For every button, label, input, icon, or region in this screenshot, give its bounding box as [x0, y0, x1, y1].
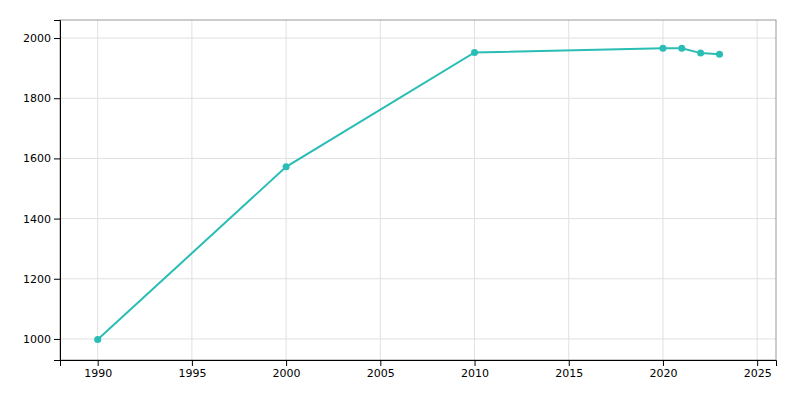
grid-line	[568, 20, 569, 360]
axis-line	[54, 21, 61, 361]
point	[659, 45, 666, 52]
axis-line	[61, 361, 777, 367]
tick-mark	[54, 98, 60, 99]
tick-label: 2015	[555, 367, 583, 380]
marks	[94, 45, 723, 343]
point	[716, 51, 723, 58]
tick: 2010	[461, 360, 489, 380]
point	[471, 49, 478, 56]
tick-label: 1990	[84, 367, 112, 380]
y-axis: 1000 1200 1400 1600 1800 2000	[23, 21, 61, 361]
tick-label: 2000	[273, 367, 301, 380]
tick: 2005	[367, 360, 395, 380]
grid-line	[286, 20, 287, 360]
grid-line	[380, 20, 381, 360]
grid-line	[474, 20, 475, 360]
tick-mark	[663, 360, 664, 366]
point	[678, 45, 685, 52]
tick: 1990	[84, 360, 112, 380]
grid-line	[60, 218, 776, 219]
grid-line	[60, 338, 776, 339]
tick-mark	[569, 360, 570, 366]
tick: 2015	[555, 360, 583, 380]
tick-mark	[54, 219, 60, 220]
tick-label: 1000	[23, 333, 51, 346]
grid-line	[60, 38, 776, 39]
tick-mark	[475, 360, 476, 366]
x-axis: 1990 1995 2000 2005 2010 2015 2020 2025	[61, 360, 777, 380]
grid-line	[191, 20, 192, 360]
line	[98, 48, 720, 339]
tick: 1400	[23, 213, 60, 226]
point	[283, 163, 290, 170]
tick-mark	[286, 360, 287, 366]
tick-label: 2010	[461, 367, 489, 380]
point	[94, 336, 101, 343]
tick-mark	[54, 158, 60, 159]
tick-mark	[98, 360, 99, 366]
grid	[60, 20, 776, 360]
grid-line	[60, 98, 776, 99]
tick: 1800	[23, 92, 60, 105]
tick-label: 2025	[744, 367, 772, 380]
tick: 2025	[744, 360, 772, 380]
tick: 1995	[178, 360, 206, 380]
chart: 1990 1995 2000 2005 2010 2015 2020 2025 1000 1200…	[0, 0, 800, 400]
tick-mark	[192, 360, 193, 366]
tick-mark	[380, 360, 381, 366]
tick: 1000	[23, 333, 60, 346]
grid-line	[97, 20, 98, 360]
grid-line	[662, 20, 663, 360]
grid-line	[757, 20, 758, 360]
tick-mark	[54, 279, 60, 280]
tick-label: 1200	[23, 273, 51, 286]
point	[697, 50, 704, 57]
grid-line	[60, 158, 776, 159]
tick: 2000	[273, 360, 301, 380]
tick-label: 2005	[367, 367, 395, 380]
tick: 2020	[649, 360, 677, 380]
tick-label: 1400	[23, 213, 51, 226]
tick-label: 1600	[23, 152, 51, 165]
tick: 1200	[23, 273, 60, 286]
plot: 1990 1995 2000 2005 2010 2015 2020 2025 1000 1200…	[23, 20, 777, 380]
tick-mark	[757, 360, 758, 366]
tick: 1600	[23, 152, 60, 165]
tick-label: 2000	[23, 32, 51, 45]
plot-frame	[60, 20, 776, 360]
tick-label: 1800	[23, 92, 51, 105]
grid-line	[60, 278, 776, 279]
tick-mark	[54, 38, 60, 39]
tick-label: 2020	[649, 367, 677, 380]
tick: 2000	[23, 32, 60, 45]
tick-label: 1995	[178, 367, 206, 380]
tick-mark	[54, 339, 60, 340]
